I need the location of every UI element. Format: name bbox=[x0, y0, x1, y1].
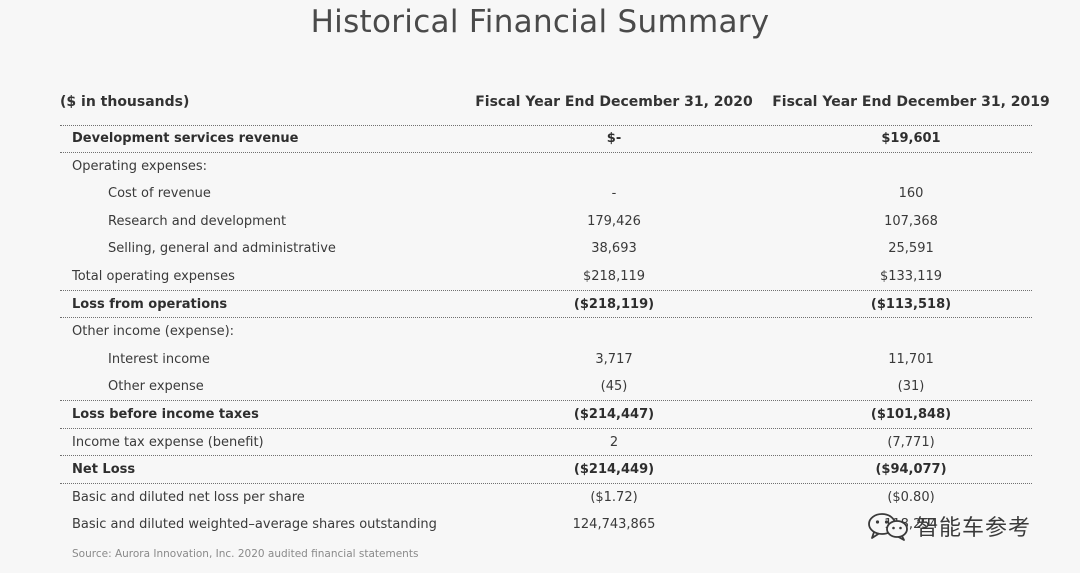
row-label: Other expense bbox=[108, 379, 204, 395]
source-note: Source: Aurora Innovation, Inc. 2020 aud… bbox=[72, 548, 419, 560]
column-header-2019: Fiscal Year End December 31, 2019 bbox=[772, 94, 1050, 110]
financial-table: Development services revenue $- $19,601 … bbox=[60, 125, 1032, 539]
value-2020: $- bbox=[606, 131, 622, 146]
row-label: Net Loss bbox=[72, 462, 136, 478]
row-label: Basic and diluted net loss per share bbox=[72, 489, 305, 505]
table-row: Operating expenses: bbox=[60, 153, 1032, 181]
table-row: Income tax expense (benefit) 2 (7,771) bbox=[60, 429, 1032, 457]
row-label: Loss before income taxes bbox=[72, 406, 259, 422]
value-2020: - bbox=[611, 186, 617, 202]
value-2019: ($113,518) bbox=[870, 296, 952, 312]
row-label: Income tax expense (benefit) bbox=[72, 434, 264, 450]
value-2020: (45) bbox=[600, 379, 628, 395]
value-2019: $133,119 bbox=[879, 268, 943, 284]
row-label: Development services revenue bbox=[72, 131, 299, 146]
value-2020: ($218,119) bbox=[573, 296, 655, 312]
value-2019: ($94,077) bbox=[875, 462, 947, 478]
page-title: Historical Financial Summary bbox=[310, 4, 770, 40]
value-2019: (7,771) bbox=[887, 434, 935, 450]
table-row: Selling, general and administrative 38,6… bbox=[60, 235, 1032, 263]
value-2020: $218,119 bbox=[582, 268, 646, 284]
row-label: Loss from operations bbox=[72, 296, 228, 312]
row-label: Interest income bbox=[108, 351, 210, 367]
value-2019: 11,701 bbox=[888, 351, 934, 367]
value-2020: ($214,447) bbox=[573, 406, 655, 422]
value-2019: 160 bbox=[898, 186, 924, 202]
value-2020: ($214,449) bbox=[573, 462, 655, 478]
row-label: Total operating expenses bbox=[72, 268, 235, 284]
table-row: Total operating expenses $218,119 $133,1… bbox=[60, 263, 1032, 291]
value-2019: 25,591 bbox=[888, 241, 934, 257]
row-label: Other income (expense): bbox=[72, 324, 235, 340]
watermark-text: 智能车参考 bbox=[916, 516, 1032, 541]
table-row: Other expense (45) (31) bbox=[60, 373, 1032, 401]
row-label: Research and development bbox=[108, 213, 287, 229]
row-label: Basic and diluted weighted–average share… bbox=[72, 517, 437, 533]
row-label: Selling, general and administrative bbox=[108, 241, 336, 257]
row-label: Operating expenses: bbox=[72, 158, 208, 174]
value-2020: 2 bbox=[609, 434, 619, 450]
value-2019: ($0.80) bbox=[887, 489, 935, 505]
value-2020: ($1.72) bbox=[590, 489, 638, 505]
table-row: Interest income 3,717 11,701 bbox=[60, 346, 1032, 374]
table-row: Basic and diluted net loss per share ($1… bbox=[60, 484, 1032, 512]
value-2020: 124,743,865 bbox=[572, 517, 656, 533]
table-row: Development services revenue $- $19,601 bbox=[60, 125, 1032, 153]
unit-header: ($ in thousands) bbox=[60, 94, 190, 110]
table-row: Net Loss ($214,449) ($94,077) bbox=[60, 456, 1032, 484]
table-row: Loss from operations ($218,119) ($113,51… bbox=[60, 291, 1032, 319]
value-2019: (31) bbox=[897, 379, 925, 395]
table-row: Cost of revenue - 160 bbox=[60, 180, 1032, 208]
value-2019: 107,368 bbox=[884, 213, 938, 229]
value-2019: $19,601 bbox=[881, 131, 941, 146]
row-label: Cost of revenue bbox=[108, 186, 211, 202]
wechat-icon bbox=[868, 513, 908, 541]
value-2019: ($101,848) bbox=[870, 406, 952, 422]
table-row: Research and development 179,426 107,368 bbox=[60, 208, 1032, 236]
watermark: 智能车参考 bbox=[866, 509, 1031, 543]
column-header-2020: Fiscal Year End December 31, 2020 bbox=[475, 94, 753, 110]
value-2020: 3,717 bbox=[595, 351, 633, 367]
value-2020: 179,426 bbox=[587, 213, 641, 229]
table-row: Loss before income taxes ($214,447) ($10… bbox=[60, 401, 1032, 429]
table-row: Other income (expense): bbox=[60, 318, 1032, 346]
value-2020: 38,693 bbox=[591, 241, 637, 257]
